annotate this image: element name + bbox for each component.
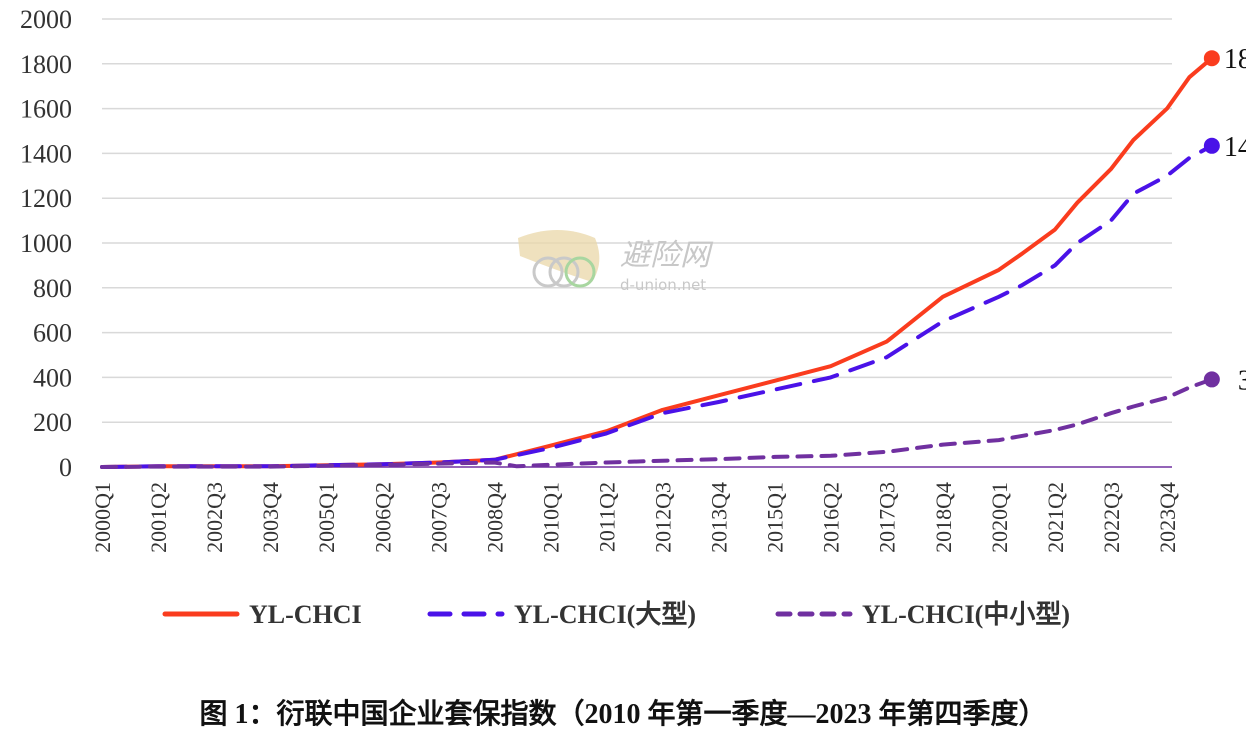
- x-tick-label: 2013Q4: [707, 482, 732, 553]
- x-tick-label: 2016Q2: [819, 482, 844, 553]
- legend: YL-CHCI YL-CHCI(大型) YL-CHCI(中小型): [162, 600, 1070, 629]
- y-tick-label: 1000: [20, 229, 72, 258]
- y-tick-label: 600: [33, 319, 72, 348]
- legend-label-1: YL-CHCI(大型): [514, 600, 696, 629]
- watermark: 避险网 d-union.net: [518, 230, 714, 294]
- x-tick-label: 2003Q4: [258, 482, 283, 553]
- figure-caption: 图 1：衍联中国企业套保指数（2010 年第一季度—2023 年第四季度）: [199, 699, 1047, 730]
- x-tick-label: 2018Q4: [931, 482, 956, 553]
- x-tick-label: 2011Q2: [594, 482, 619, 552]
- y-tick-label: 800: [33, 274, 72, 303]
- watermark-url: d-union.net: [620, 276, 706, 294]
- end-markers: 1825 1434 391: [1203, 44, 1246, 396]
- y-tick-label: 1200: [20, 184, 72, 213]
- x-tick-label: 2020Q1: [987, 482, 1012, 553]
- end-label-2: 391: [1238, 365, 1246, 396]
- end-marker-0: [1203, 50, 1220, 67]
- x-tick-label: 2007Q3: [426, 482, 451, 553]
- y-tick-label: 200: [33, 408, 72, 437]
- x-tick-label: 2010Q1: [538, 482, 563, 553]
- x-tick-label: 2023Q4: [1155, 482, 1180, 553]
- chart-svg: 0 200 400 600 800 1000 1200 1400 1600 1800 2000 20…: [20, 5, 1246, 629]
- x-tick-label: 2001Q2: [146, 482, 171, 553]
- x-tick-label: 2008Q4: [482, 482, 507, 553]
- gridlines: [102, 18, 1172, 468]
- end-marker-1: [1203, 137, 1220, 154]
- watermark-logo-icon: [518, 230, 600, 288]
- legend-label-0: YL-CHCI: [249, 600, 362, 629]
- y-tick-label: 1600: [20, 95, 72, 124]
- watermark-logo-text: 避险网: [620, 238, 714, 273]
- end-label-1: 1434: [1224, 132, 1246, 163]
- x-axis-ticks: 2000Q1 2001Q2 2002Q3 2003Q4 2005Q1 2006Q2 2007…: [90, 482, 1180, 553]
- x-tick-label: 2022Q3: [1099, 482, 1124, 553]
- legend-label-2: YL-CHCI(中小型): [862, 600, 1070, 629]
- x-tick-label: 2002Q3: [202, 482, 227, 553]
- series-line-2: [100, 377, 1214, 469]
- x-tick-label: 2005Q1: [314, 482, 339, 553]
- y-axis-ticks: 0 200 400 600 800 1000 1200 1400 1600 1800 2000: [20, 5, 72, 482]
- series-line-1: [100, 143, 1214, 469]
- y-tick-label: 0: [59, 453, 72, 482]
- end-marker-2: [1203, 371, 1220, 388]
- x-tick-label: 2000Q1: [90, 482, 115, 553]
- end-label-0: 1825: [1224, 44, 1246, 75]
- x-tick-label: 2021Q2: [1043, 482, 1068, 553]
- x-tick-label: 2012Q3: [651, 482, 676, 553]
- y-tick-label: 1400: [20, 139, 72, 168]
- series-lines: [100, 56, 1214, 469]
- y-tick-label: 400: [33, 363, 72, 392]
- x-tick-label: 2015Q1: [763, 482, 788, 553]
- x-tick-label: 2017Q3: [875, 482, 900, 553]
- y-tick-label: 1800: [20, 50, 72, 79]
- x-tick-label: 2006Q2: [370, 482, 395, 553]
- y-tick-label: 2000: [20, 5, 72, 34]
